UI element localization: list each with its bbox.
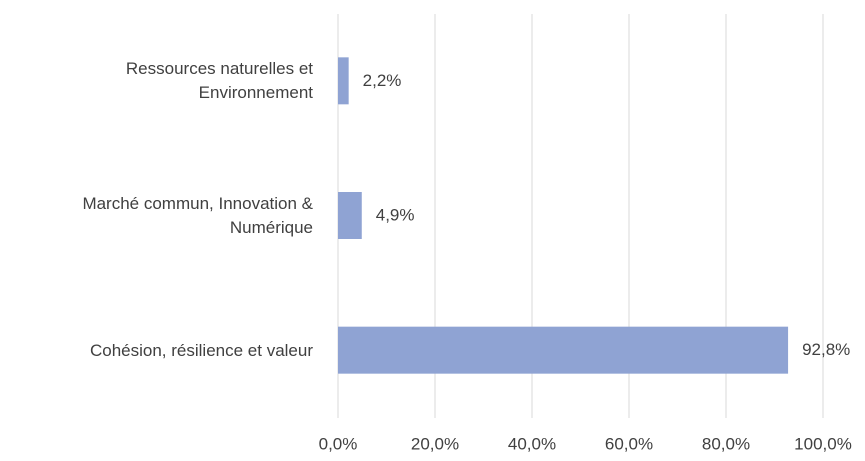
x-tick-label: 20,0% bbox=[411, 434, 459, 453]
value-label: 2,2% bbox=[363, 71, 402, 90]
value-label: 4,9% bbox=[376, 205, 415, 224]
value-label: 92,8% bbox=[802, 340, 850, 359]
x-tick-label: 60,0% bbox=[605, 434, 653, 453]
y-tick-label: Marché commun, Innovation & Numérique bbox=[82, 194, 313, 237]
x-tick-label: 0,0% bbox=[319, 434, 358, 453]
bar bbox=[338, 192, 362, 239]
x-tick-label: 100,0% bbox=[794, 434, 852, 453]
x-tick-label: 40,0% bbox=[508, 434, 556, 453]
y-tick-label: Cohésion, résilience et valeur bbox=[89, 340, 313, 360]
bar bbox=[338, 326, 789, 374]
y-tick-label: Ressources naturelles et Environnement bbox=[125, 59, 313, 103]
bar bbox=[338, 57, 349, 105]
x-tick-label: 80,0% bbox=[702, 434, 750, 453]
